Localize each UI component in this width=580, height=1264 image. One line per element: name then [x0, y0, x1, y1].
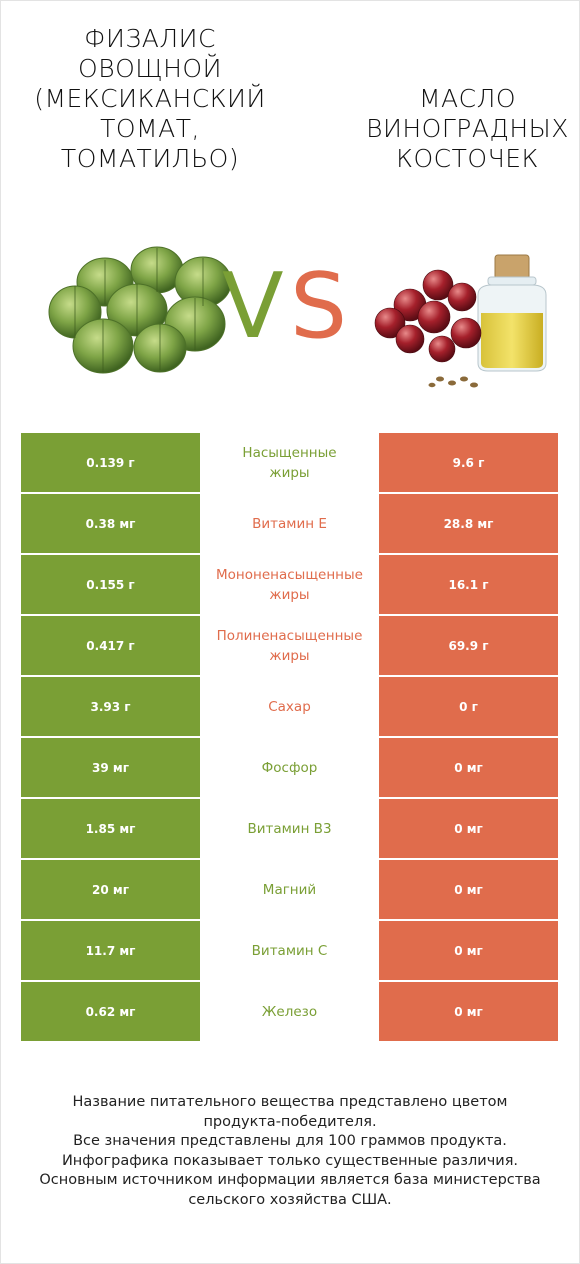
grape-seed-oil-image: [374, 254, 547, 388]
footer-line: Инфографика показывает только существенн…: [61, 1152, 519, 1169]
right-value: 69.9 г: [379, 616, 558, 675]
nutrient-name-line: жиры: [269, 464, 310, 481]
nutrient-name-line: жиры: [269, 586, 310, 603]
table-row: 20 мг Магний 0 мг: [21, 860, 558, 921]
right-product-title: Масло виноградных косточек: [366, 84, 569, 173]
nutrient-name: Насыщенные жиры: [200, 433, 379, 492]
nutrient-name-line: жиры: [269, 647, 310, 664]
right-value: 16.1 г: [379, 555, 558, 614]
nutrient-name-line: Насыщенные: [242, 444, 337, 461]
table-row: 0.417 г Полиненасыщенные жиры 69.9 г: [21, 616, 558, 677]
right-value: 0 мг: [379, 921, 558, 980]
footer-line: сельского хозяйства США.: [188, 1191, 392, 1208]
table-row: 0.38 мг Витамин E 28.8 мг: [21, 494, 558, 555]
vs-s-letter: S: [290, 254, 348, 359]
right-value: 0 мг: [379, 738, 558, 797]
table-row: 11.7 мг Витамин C 0 мг: [21, 921, 558, 982]
nutrient-name: Сахар: [200, 677, 379, 736]
nutrient-name: Мононенасыщенные жиры: [200, 555, 379, 614]
right-value: 0 мг: [379, 860, 558, 919]
left-value: 0.139 г: [21, 433, 200, 492]
nutrient-name: Железо: [200, 982, 379, 1041]
left-value: 11.7 мг: [21, 921, 200, 980]
footer-line: Название питательного вещества представл…: [72, 1094, 508, 1110]
nutrient-name-line: Витамин B3: [247, 820, 332, 837]
left-value: 0.155 г: [21, 555, 200, 614]
vs-label: V S: [222, 262, 362, 352]
right-value: 0 мг: [379, 799, 558, 858]
right-value: 28.8 мг: [379, 494, 558, 553]
comparison-table: 0.139 г Насыщенные жиры 9.6 г 0.38 мг Витамин…: [21, 433, 558, 1043]
left-value: 3.93 г: [21, 677, 200, 736]
left-value: 0.62 мг: [21, 982, 200, 1041]
left-value: 0.417 г: [21, 616, 200, 675]
nutrient-name: Полиненасыщенные жиры: [200, 616, 379, 675]
left-value: 0.38 мг: [21, 494, 200, 553]
footer-line: Основным источником информации является …: [39, 1172, 541, 1188]
table-row: 39 мг Фосфор 0 мг: [21, 738, 558, 799]
table-row: 0.155 г Мононенасыщенные жиры 16.1 г: [21, 555, 558, 616]
table-row: 0.62 мг Железо 0 мг: [21, 982, 558, 1043]
tomatillo-image: [48, 246, 232, 374]
nutrient-name-line: Фосфор: [261, 759, 318, 776]
table-row: 1.85 мг Витамин B3 0 мг: [21, 799, 558, 860]
left-value: 1.85 мг: [21, 799, 200, 858]
left-value: 20 мг: [21, 860, 200, 919]
left-value: 39 мг: [21, 738, 200, 797]
nutrient-name-line: Сахар: [268, 698, 311, 715]
right-value: 0 мг: [379, 982, 558, 1041]
right-value: 9.6 г: [379, 433, 558, 492]
nutrient-name-line: Витамин C: [251, 942, 328, 959]
footer-line: Все значения представлены для 100 граммо…: [73, 1133, 507, 1149]
nutrient-name-line: Витамин E: [252, 515, 327, 532]
right-value: 0 г: [379, 677, 558, 736]
footer-notes: Название питательного вещества представл…: [20, 1093, 560, 1210]
nutrient-name: Магний: [200, 860, 379, 919]
nutrient-name-line: Мононенасыщенные: [216, 566, 363, 583]
nutrient-name-line: Магний: [262, 881, 317, 898]
footer-line: продукта-победителя.: [203, 1113, 377, 1130]
left-product-title: Физалис овощной (мексиканский томат, том…: [34, 24, 266, 173]
nutrient-name: Фосфор: [200, 738, 379, 797]
table-row: 3.93 г Сахар 0 г: [21, 677, 558, 738]
nutrient-name-line: Полиненасыщенные: [216, 627, 363, 644]
table-row: 0.139 г Насыщенные жиры 9.6 г: [21, 433, 558, 494]
nutrient-name: Витамин C: [200, 921, 379, 980]
nutrient-name-line: Железо: [261, 1003, 318, 1020]
vs-v-letter: V: [222, 254, 284, 359]
nutrient-name: Витамин E: [200, 494, 379, 553]
nutrient-name: Витамин B3: [200, 799, 379, 858]
